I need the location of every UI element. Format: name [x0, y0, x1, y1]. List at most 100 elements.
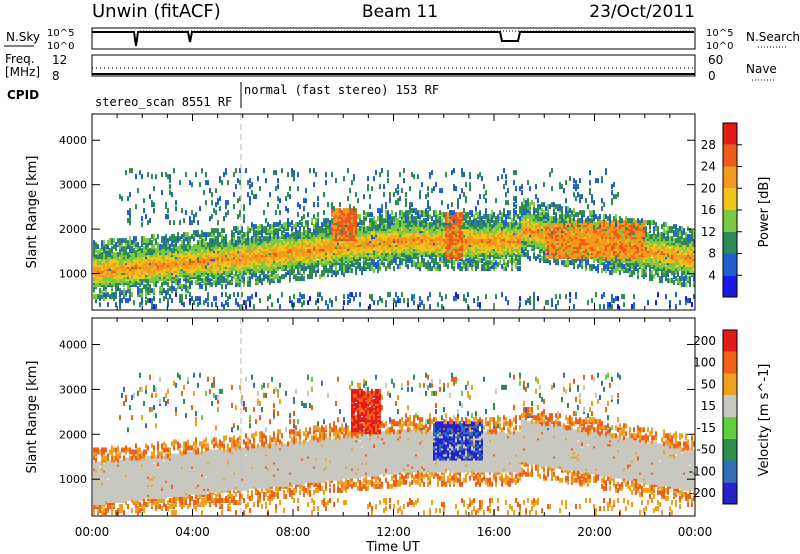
power-cell — [481, 176, 483, 182]
power-cell — [149, 238, 151, 244]
power-cell — [369, 204, 371, 210]
power-cell — [161, 236, 163, 242]
power-cell — [115, 252, 117, 258]
power-cell — [265, 236, 267, 242]
power-cell — [389, 232, 391, 238]
power-cell — [343, 268, 345, 274]
power-cell — [349, 212, 351, 218]
power-cell — [269, 228, 271, 234]
power-cell — [333, 242, 335, 248]
power-cell — [427, 260, 429, 266]
power-cell — [219, 258, 221, 264]
power-cell — [399, 214, 401, 220]
power-cell — [251, 236, 253, 242]
power-cell — [217, 276, 219, 282]
power-cell — [151, 240, 153, 246]
power-cell — [229, 240, 231, 246]
power-cell — [435, 260, 437, 266]
power-cell — [307, 212, 309, 218]
power-cell — [147, 220, 149, 226]
power-cell — [309, 252, 311, 258]
power-cell — [233, 204, 235, 210]
power-cell — [389, 222, 391, 228]
power-cell — [323, 192, 325, 198]
power-cell — [163, 240, 165, 246]
power-cell — [421, 254, 423, 260]
power-cell — [287, 226, 289, 232]
power-cell — [155, 304, 157, 310]
power-cell — [171, 234, 173, 240]
power-cell — [189, 220, 191, 226]
power-cell — [471, 220, 473, 226]
power-cell — [441, 296, 443, 302]
power-cell — [437, 214, 439, 220]
power-cell — [153, 296, 155, 302]
power-cell — [423, 240, 425, 246]
power-cell — [355, 292, 357, 298]
power-cell — [175, 292, 177, 298]
power-cell — [151, 234, 153, 240]
power-cell — [169, 294, 171, 300]
power-cell — [193, 230, 195, 236]
power-cell — [203, 300, 205, 306]
power-cell — [261, 260, 263, 266]
power-cell — [297, 202, 299, 208]
power-cell — [411, 238, 413, 244]
power-cell — [385, 218, 387, 224]
power-cell — [149, 218, 151, 224]
power-cell — [395, 188, 397, 194]
power-cell — [329, 266, 331, 272]
nsky-line — [92, 31, 694, 47]
power-cell — [287, 240, 289, 246]
power-cell — [219, 242, 221, 248]
power-cell — [207, 232, 209, 238]
power-cell — [309, 228, 311, 234]
power-cell — [255, 224, 257, 230]
power-cell — [465, 196, 467, 202]
power-cell — [369, 222, 371, 228]
power-cell — [493, 262, 495, 268]
power-cell — [315, 172, 317, 178]
power-cell — [363, 220, 365, 226]
power-cell — [259, 298, 261, 304]
power-cell — [287, 232, 289, 238]
power-cell — [397, 264, 399, 270]
power-cell — [119, 292, 121, 298]
power-cell — [227, 246, 229, 252]
power-cell — [233, 292, 235, 298]
power-cell — [113, 296, 115, 302]
power-cell — [379, 222, 381, 228]
power-cell — [443, 222, 445, 228]
power-cell — [379, 184, 381, 190]
power-cell — [345, 212, 347, 218]
power-cell — [259, 278, 261, 284]
power-cell — [393, 216, 395, 222]
power-cell — [157, 234, 159, 240]
power-cell — [131, 168, 133, 174]
power-cell — [417, 232, 419, 238]
power-cell — [259, 186, 261, 192]
power-cell — [377, 216, 379, 222]
power-cell — [395, 200, 397, 206]
power-cell — [127, 252, 129, 258]
power-cell — [339, 214, 341, 220]
power-cell — [193, 256, 195, 262]
power-cell — [271, 224, 273, 230]
power-cell — [335, 264, 337, 270]
power-cell — [425, 222, 427, 228]
power-cell — [155, 238, 157, 244]
power-cell — [411, 208, 413, 214]
power-cell — [335, 208, 337, 214]
power-cell — [323, 238, 325, 244]
power-cell — [249, 300, 251, 306]
power-cell — [161, 282, 163, 288]
power-cell — [107, 260, 109, 266]
power-cell — [327, 268, 329, 274]
power-cell — [129, 288, 131, 294]
power-cell — [323, 228, 325, 234]
power-cell — [125, 298, 127, 304]
power-cell — [145, 214, 147, 220]
power-cell — [301, 216, 303, 222]
power-cell — [133, 242, 135, 248]
